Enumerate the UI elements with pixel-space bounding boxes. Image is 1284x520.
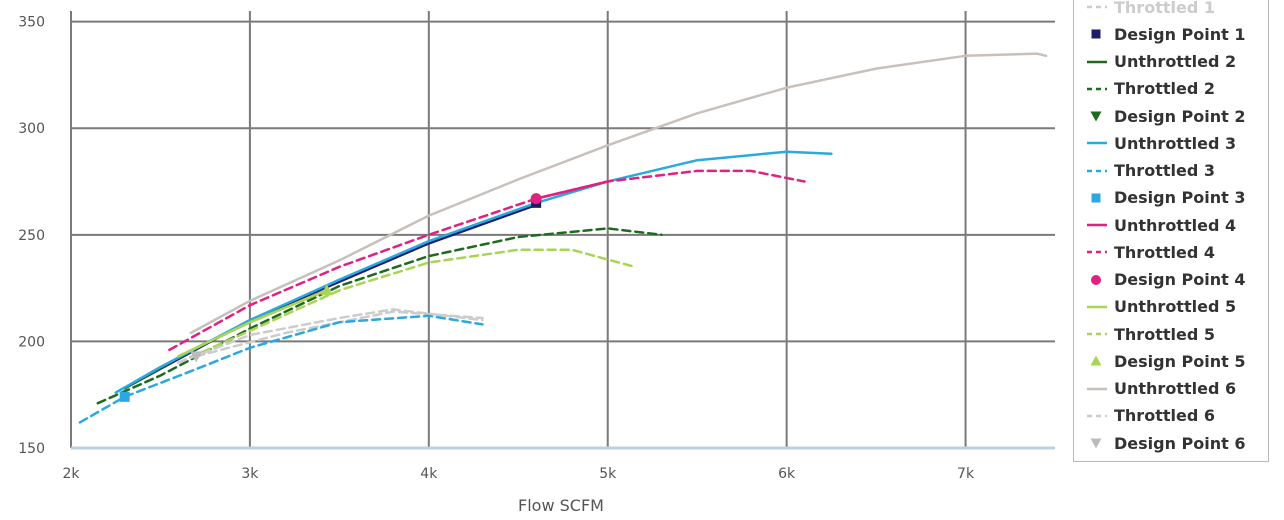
legend-swatch: [1091, 193, 1101, 203]
legend-swatch: [1087, 251, 1107, 254]
legend-label: Unthrottled 4: [1114, 215, 1237, 235]
legend-label: Design Point 3: [1114, 188, 1246, 208]
legend-label: Unthrottled 6: [1114, 379, 1237, 398]
legend-label: Design Point 6: [1114, 433, 1246, 453]
y-tick-label: 250: [18, 228, 45, 244]
point-design-point-5: [320, 284, 333, 296]
marker-layer: [119, 193, 542, 402]
legend-item-design-point-3[interactable]: Design Point 3: [1086, 188, 1246, 208]
legend-item-design-point-2[interactable]: Design Point 2: [1086, 106, 1246, 126]
legend-label: Design Point 5: [1114, 351, 1246, 371]
legend-swatch: [1087, 87, 1107, 90]
legend-item-unthrottled-6[interactable]: Unthrottled 6: [1086, 379, 1236, 399]
legend-item-throttled-4[interactable]: Throttled 4: [1086, 242, 1215, 262]
legend-item-unthrottled-3[interactable]: Unthrottled 3: [1086, 133, 1236, 153]
y-tick-label: 200: [18, 334, 45, 350]
legend-label: Throttled 2: [1114, 79, 1215, 99]
legend-item-design-point-4[interactable]: Design Point 4: [1086, 270, 1246, 290]
series-layer: [78, 52, 1048, 424]
legend-swatch: [1091, 29, 1101, 39]
legend-swatch: [1090, 355, 1102, 366]
flow-chart: 2k 3k 4k 5k 6k 7k 150 200 250 300 350 Flow SCFM: [18, 11, 1055, 515]
legend-item-throttled-6[interactable]: Throttled 6: [1086, 406, 1215, 426]
legend-item-throttled-2[interactable]: Throttled 2: [1086, 79, 1215, 99]
x-tick-label: 2k: [62, 466, 80, 482]
x-tick-label: 6k: [778, 466, 796, 482]
x-axis-title: Flow SCFM: [518, 496, 604, 515]
legend-item-design-point-1[interactable]: Design Point 1: [1086, 24, 1246, 44]
x-tick-label: 5k: [599, 466, 617, 482]
series-throttled-6: [177, 308, 484, 364]
legend: Throttled 1 Design Point 1 Unthrottled 2 Th…: [1073, 0, 1269, 462]
y-tick-label: 150: [18, 441, 45, 457]
legend-swatch: [1087, 332, 1107, 336]
y-tick-label: 350: [18, 15, 45, 31]
legend-swatch: [1087, 60, 1107, 63]
legend-swatch: [1090, 438, 1102, 449]
legend-marker-swatch: [1091, 274, 1101, 285]
point-design-point-6: [190, 351, 203, 363]
legend-marker-swatch: [1091, 29, 1101, 39]
legend-swatch: [1091, 274, 1101, 285]
legend-item-throttled-1[interactable]: Throttled 1: [1086, 0, 1215, 17]
legend-label: Throttled 1: [1114, 0, 1215, 17]
y-tick-label: 300: [18, 121, 45, 137]
legend-swatch: [1087, 142, 1107, 145]
legend-label: Throttled 6: [1114, 406, 1215, 426]
series-unthrottled-6: [189, 52, 1048, 335]
grid: [70, 11, 1055, 450]
legend-label: Unthrottled 5: [1114, 297, 1237, 317]
legend-item-design-point-6[interactable]: Design Point 6: [1086, 433, 1246, 453]
legend-label: Throttled 4: [1114, 242, 1215, 262]
legend-swatch: [1090, 111, 1102, 122]
legend-label: Design Point 1: [1114, 24, 1246, 44]
legend-swatch: [1087, 414, 1107, 417]
legend-label: Design Point 4: [1114, 270, 1246, 289]
legend-swatch: [1087, 5, 1107, 9]
legend-item-design-point-5[interactable]: Design Point 5: [1086, 351, 1246, 371]
x-tick-label: 7k: [957, 466, 975, 482]
legend-swatch: [1087, 387, 1107, 390]
x-tick-label: 4k: [420, 466, 438, 482]
series-unthrottled-2: [123, 291, 323, 390]
legend-item-throttled-5[interactable]: Throttled 5: [1086, 324, 1215, 344]
legend-label: Throttled 3: [1114, 161, 1215, 180]
legend-item-unthrottled-2[interactable]: Unthrottled 2: [1086, 52, 1236, 72]
legend-marker-swatch: [1090, 111, 1102, 122]
legend-swatch: [1087, 223, 1107, 227]
legend-item-unthrottled-4[interactable]: Unthrottled 4: [1086, 215, 1236, 235]
legend-marker-swatch: [1090, 355, 1102, 366]
legend-label: Design Point 2: [1114, 106, 1246, 126]
legend-marker-swatch: [1091, 193, 1101, 203]
legend-item-throttled-3[interactable]: Throttled 3: [1086, 161, 1215, 181]
point-design-point-3: [119, 391, 130, 402]
x-tick-label: 3k: [241, 466, 259, 482]
legend-marker-swatch: [1090, 438, 1102, 449]
series-unthrottled-3: [114, 150, 833, 394]
series-throttled-5: [177, 248, 636, 364]
series-unthrottled-5: [177, 289, 329, 358]
legend-label: Unthrottled 2: [1114, 52, 1237, 71]
series-throttled-2: [96, 227, 663, 405]
legend-swatch: [1087, 169, 1107, 172]
tick-labels: 2k 3k 4k 5k 6k 7k 150 200 250 300 350: [18, 15, 975, 482]
series-throttled-3: [78, 314, 484, 424]
legend-item-unthrottled-5[interactable]: Unthrottled 5: [1086, 297, 1236, 317]
legend-label: Unthrottled 3: [1114, 133, 1237, 153]
legend-label: Throttled 5: [1114, 324, 1215, 344]
point-design-point-4: [530, 193, 542, 205]
legend-swatch: [1087, 305, 1107, 308]
